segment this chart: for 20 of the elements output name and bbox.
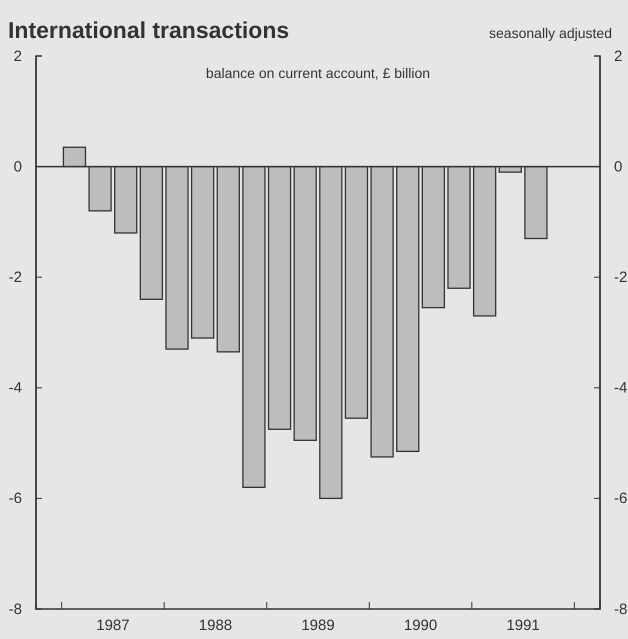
y-tick-label: -2 (8, 269, 22, 286)
chart-title: International transactions (8, 17, 290, 43)
y-tick-label: 2 (14, 48, 22, 65)
y-tick-label: 0 (14, 158, 22, 176)
y-tick-label: -4 (8, 380, 22, 397)
y2-tick-label: 0 (614, 158, 622, 176)
x-tick-label: 1990 (404, 616, 438, 634)
x-tick-label: 1989 (301, 616, 335, 634)
y-tick-label: -8 (8, 600, 22, 618)
y2-tick-label: -4 (614, 380, 628, 397)
x-tick-label: 1991 (506, 616, 540, 634)
chart-subtitle: seasonally adjusted (489, 25, 612, 41)
y-tick-label: -6 (8, 490, 22, 508)
x-tick-label: 1988 (198, 616, 232, 634)
y2-tick-label: 2 (614, 48, 622, 65)
y2-tick-label: -8 (614, 600, 628, 618)
annotation: balance on current account, £ billion (206, 65, 430, 81)
y2-tick-label: -6 (614, 490, 628, 508)
y2-tick-label: -2 (614, 269, 628, 286)
x-tick-label: 1987 (96, 616, 130, 634)
